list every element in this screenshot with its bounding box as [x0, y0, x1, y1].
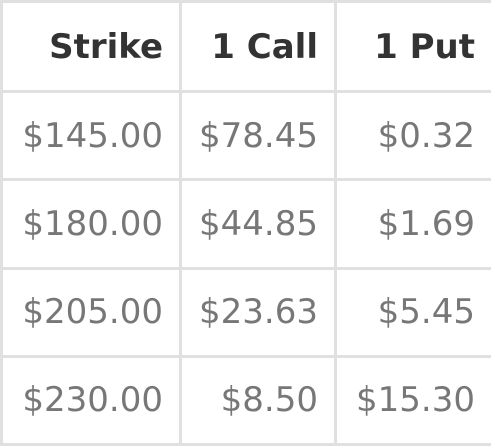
table-row: $145.00 $78.45 $0.32	[0, 89, 491, 182]
strike-cell: $230.00	[0, 354, 182, 446]
call-price-cell: $44.85	[179, 178, 337, 270]
header-call: 1 Call	[179, 0, 337, 93]
strike-cell: $180.00	[0, 178, 182, 270]
table-header: Strike 1 Call 1 Put	[0, 0, 491, 93]
table-row: $230.00 $8.50 $15.30	[0, 354, 491, 446]
strike-cell: $205.00	[0, 266, 182, 358]
put-price-cell: $1.69	[334, 178, 491, 270]
header-put: 1 Put	[334, 0, 491, 93]
table-row: $205.00 $23.63 $5.45	[0, 266, 491, 358]
table-body: $145.00 $78.45 $0.32 $180.00 $44.85 $1.6…	[0, 89, 491, 446]
header-row: Strike 1 Call 1 Put	[0, 0, 491, 93]
call-price-cell: $23.63	[179, 266, 337, 358]
table-row: $180.00 $44.85 $1.69	[0, 178, 491, 270]
header-strike: Strike	[0, 0, 182, 93]
put-price-cell: $5.45	[334, 266, 491, 358]
put-price-cell: $0.32	[334, 89, 491, 182]
call-price-cell: $78.45	[179, 89, 337, 182]
call-price-cell: $8.50	[179, 354, 337, 446]
strike-cell: $145.00	[0, 89, 182, 182]
put-price-cell: $15.30	[334, 354, 491, 446]
